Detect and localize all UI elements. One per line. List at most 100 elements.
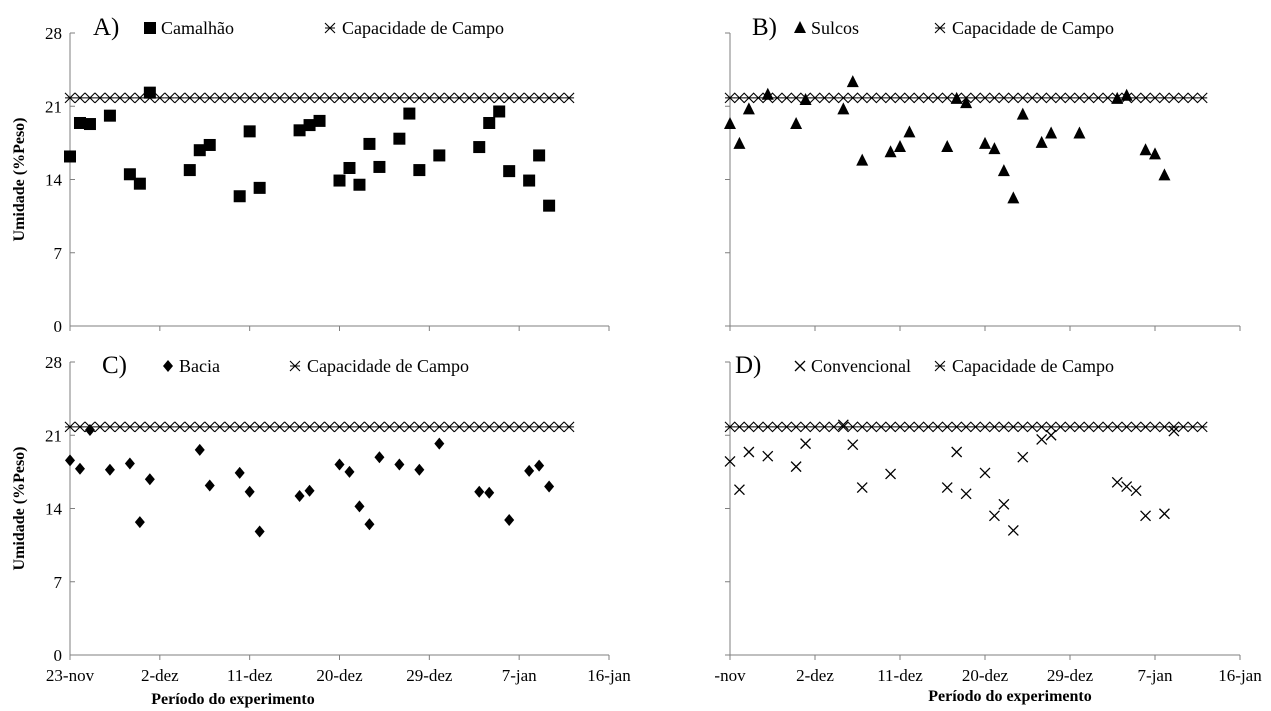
data-point — [762, 421, 774, 433]
data-point — [1083, 421, 1095, 433]
data-point — [533, 92, 545, 104]
legend-marker — [324, 22, 336, 34]
data-point — [752, 92, 764, 104]
data-point — [483, 116, 496, 129]
data-point — [856, 92, 868, 104]
data-point — [214, 92, 226, 104]
data-point — [524, 464, 535, 477]
data-point — [970, 421, 981, 433]
y-tick-label: 28 — [45, 353, 62, 372]
data-point — [951, 446, 963, 458]
data-point — [484, 486, 495, 499]
legend-marker — [934, 22, 946, 34]
x-tick-label: 2-dez — [796, 666, 834, 685]
data-point — [998, 421, 1010, 433]
data-point — [1187, 92, 1199, 104]
data-point — [353, 178, 366, 191]
data-point — [941, 482, 953, 494]
data-point — [847, 92, 859, 104]
legend-label: Capacidade de Campo — [307, 356, 469, 376]
data-point — [94, 92, 106, 104]
data-point — [134, 421, 146, 433]
data-point — [64, 150, 76, 163]
data-point — [314, 92, 325, 104]
data-point — [1111, 91, 1124, 104]
data-point — [837, 92, 849, 104]
data-point — [846, 75, 859, 88]
data-point — [254, 525, 265, 538]
data-point — [423, 421, 435, 433]
legend-marker — [163, 360, 173, 372]
data-point — [384, 92, 395, 104]
data-point — [1017, 92, 1029, 104]
data-point — [433, 149, 446, 162]
data-point — [124, 92, 136, 104]
data-point — [373, 160, 386, 173]
data-point — [894, 92, 906, 104]
data-point — [989, 92, 1000, 104]
data-point — [1017, 451, 1029, 463]
data-point — [303, 119, 316, 132]
data-point — [224, 92, 236, 104]
data-point — [875, 421, 887, 433]
data-point — [1083, 92, 1095, 104]
legend-marker — [794, 360, 806, 372]
data-point — [1026, 421, 1038, 433]
data-point — [809, 421, 821, 433]
data-point — [294, 421, 305, 433]
data-point — [274, 421, 285, 433]
data-point — [1111, 476, 1123, 488]
series-main — [65, 424, 555, 538]
data-point — [1187, 421, 1199, 433]
data-point — [856, 421, 868, 433]
data-point — [563, 92, 575, 104]
data-point — [800, 438, 812, 450]
data-point — [254, 421, 266, 433]
data-point — [65, 454, 75, 467]
data-point — [922, 92, 934, 104]
data-point — [523, 174, 536, 187]
data-point — [493, 92, 505, 104]
data-point — [809, 92, 821, 104]
data-point — [970, 92, 981, 104]
data-point — [473, 92, 485, 104]
data-point — [493, 105, 506, 118]
chart-panel-1: 0 7 14 21 28 Umidade (%Peso) A) Camalhão Capacid… — [11, 14, 610, 336]
data-point — [1036, 92, 1048, 104]
data-point — [354, 500, 365, 513]
data-point — [293, 124, 306, 137]
chart-panel-2: B) Sulcos Capacidade de Campo — [724, 14, 1241, 331]
data-point — [133, 177, 146, 190]
series-capacidade-de-campo — [64, 92, 575, 104]
data-point — [885, 468, 897, 480]
x-tick-label: 29-dez — [1047, 666, 1094, 685]
data-point — [553, 421, 565, 433]
data-point — [1064, 92, 1076, 104]
data-point — [1016, 107, 1029, 120]
data-point — [979, 92, 991, 104]
data-point — [960, 96, 973, 109]
data-point — [894, 421, 906, 433]
data-point — [394, 421, 405, 433]
data-point — [104, 92, 116, 104]
data-point — [904, 421, 915, 433]
data-point — [503, 421, 515, 433]
data-point — [1092, 421, 1104, 433]
data-point — [819, 92, 830, 104]
x-axis-title: Período do experimento — [151, 691, 315, 708]
data-point — [913, 421, 925, 433]
data-point — [473, 141, 486, 154]
data-point — [513, 92, 525, 104]
data-point — [463, 92, 475, 104]
y-tick-label: 21 — [45, 426, 62, 445]
data-point — [313, 114, 326, 127]
x-tick-label: 16-jan — [587, 666, 631, 685]
data-point — [866, 421, 878, 433]
data-point — [533, 149, 546, 162]
data-point — [253, 181, 266, 194]
data-point — [922, 421, 934, 433]
panel-letter: B) — [752, 14, 777, 41]
data-point — [1007, 191, 1020, 204]
data-point — [1177, 92, 1189, 104]
data-point — [1074, 92, 1085, 104]
